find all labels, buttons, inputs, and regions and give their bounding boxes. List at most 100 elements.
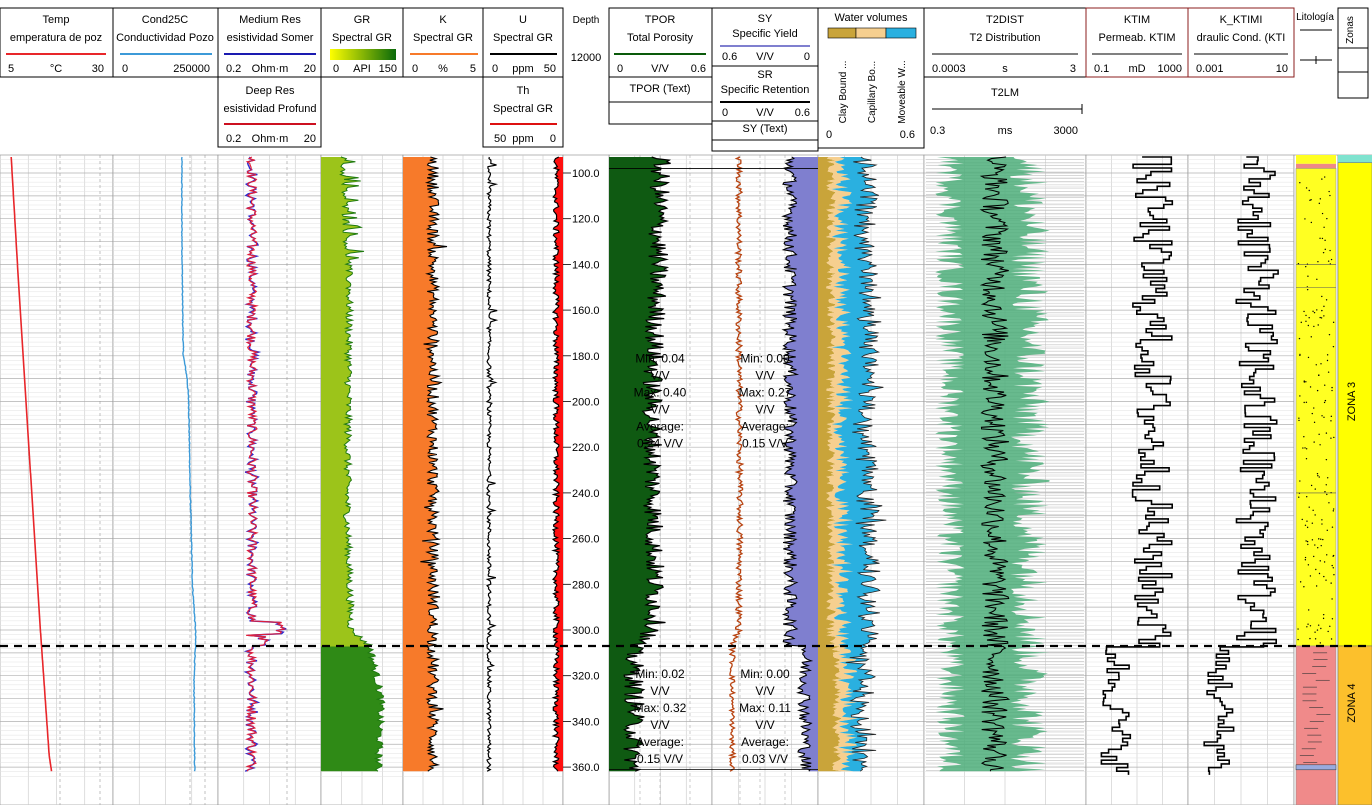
header-sy-text xyxy=(711,120,819,152)
stat-line: V/V xyxy=(650,369,669,383)
label: Spectral GR xyxy=(332,32,392,44)
sand-dot xyxy=(1332,321,1335,324)
sand-dot xyxy=(1323,305,1325,308)
label: esistividad Somer xyxy=(227,32,314,44)
label: 0.6 xyxy=(722,51,737,63)
sand-dot xyxy=(1306,288,1309,291)
sand-dot xyxy=(1313,441,1315,443)
series-k xyxy=(420,156,448,772)
swatch-capillary xyxy=(855,27,887,39)
sand-dot xyxy=(1303,310,1305,313)
label: Medium Res xyxy=(239,14,301,26)
sand-dot xyxy=(1325,484,1327,486)
sand-dot xyxy=(1305,401,1308,403)
lito-sand xyxy=(1295,168,1337,647)
gr-scale-bar xyxy=(330,49,396,60)
sr-fill xyxy=(783,157,818,772)
sand-dot xyxy=(1317,475,1319,477)
sand-dot xyxy=(1315,585,1318,587)
label: ppm xyxy=(512,63,533,75)
header-deepres xyxy=(217,76,322,148)
series-cond xyxy=(180,156,197,772)
label: 0 xyxy=(550,133,556,145)
sand-dot xyxy=(1317,547,1319,549)
label: API xyxy=(353,63,371,75)
sand-dot xyxy=(1304,218,1306,220)
sand-dot xyxy=(1331,618,1334,620)
depth-tick-label: 140.0 xyxy=(572,259,600,271)
sand-dot xyxy=(1333,574,1335,576)
label: Spectral GR xyxy=(493,32,553,44)
sand-dot xyxy=(1314,488,1316,490)
sand-dot xyxy=(1318,202,1321,205)
sand-dot xyxy=(1329,625,1331,628)
sand-dot xyxy=(1321,178,1323,180)
sand-dot xyxy=(1331,526,1334,528)
sand-dot xyxy=(1322,251,1325,254)
sand-dot xyxy=(1320,538,1322,540)
label: T2 Distribution xyxy=(970,32,1041,44)
sand-dot xyxy=(1319,237,1321,239)
label: V/V xyxy=(651,63,669,75)
sand-dot xyxy=(1299,581,1302,583)
sand-dot xyxy=(1305,448,1308,450)
label: TPOR (Text) xyxy=(629,83,690,95)
sand-dot xyxy=(1326,354,1329,356)
sand-dot xyxy=(1319,560,1321,562)
label: 12000 xyxy=(571,52,602,64)
depth-tick-label: 240.0 xyxy=(572,488,600,500)
sand-dot xyxy=(1304,559,1307,561)
sand-dot xyxy=(1309,575,1312,577)
sand-dot xyxy=(1305,314,1307,317)
stat-line: Average: xyxy=(741,420,789,434)
sand-dot xyxy=(1298,496,1300,498)
water-outline xyxy=(845,156,887,772)
sand-dot xyxy=(1311,539,1314,541)
sand-dot xyxy=(1315,568,1317,571)
label: SY xyxy=(758,13,773,25)
sand-dot xyxy=(1326,359,1329,362)
sand-dot xyxy=(1307,275,1309,277)
sand-dot xyxy=(1322,538,1324,541)
sand-dot xyxy=(1322,613,1325,616)
sand-dot xyxy=(1299,181,1301,184)
label: TPOR xyxy=(645,14,676,26)
label: K_KTIMI xyxy=(1220,14,1263,26)
sand-dot xyxy=(1303,381,1306,383)
sand-dot xyxy=(1309,386,1312,388)
label: ppm xyxy=(512,133,533,145)
stat-line: Max: 0.32 xyxy=(634,701,687,715)
label: 0.1 xyxy=(1094,63,1109,75)
sand-dot xyxy=(1332,555,1334,557)
stat-line: V/V xyxy=(755,684,774,698)
label: 0 xyxy=(412,63,418,75)
stat-line: Max: 0.40 xyxy=(634,386,687,400)
series-sr xyxy=(781,156,814,772)
label: Deep Res xyxy=(246,85,295,97)
label: Specific Retention xyxy=(721,84,810,96)
sand-dot xyxy=(1333,436,1335,439)
label: Depth xyxy=(573,15,600,26)
zone4-label: ZONA 4 xyxy=(1346,684,1358,723)
stats-tpor-lower: Min: 0.02 V/V Max: 0.32 V/V Average: 0.15 V/V xyxy=(634,667,687,766)
label: esistividad Profund xyxy=(224,103,317,115)
sand-dot xyxy=(1316,389,1319,392)
series-th xyxy=(551,156,561,772)
sand-dot xyxy=(1326,477,1329,479)
swatch-moveable xyxy=(885,27,917,39)
sand-dot xyxy=(1298,419,1300,422)
label: 0 xyxy=(722,107,728,119)
stat-line: Min: 0.04 xyxy=(635,352,685,366)
k-fill xyxy=(403,157,447,772)
sand-dot xyxy=(1299,354,1301,357)
sand-dot xyxy=(1324,384,1326,386)
stat-line: V/V xyxy=(650,403,669,417)
series-medres xyxy=(245,156,287,772)
header-kktimi xyxy=(1187,7,1295,78)
sand-dot xyxy=(1320,317,1323,319)
label: % xyxy=(438,63,448,75)
sand-dot xyxy=(1325,432,1328,434)
zone-top-cap xyxy=(1338,155,1372,163)
sand-dot xyxy=(1318,433,1320,436)
water-clay xyxy=(818,157,842,772)
